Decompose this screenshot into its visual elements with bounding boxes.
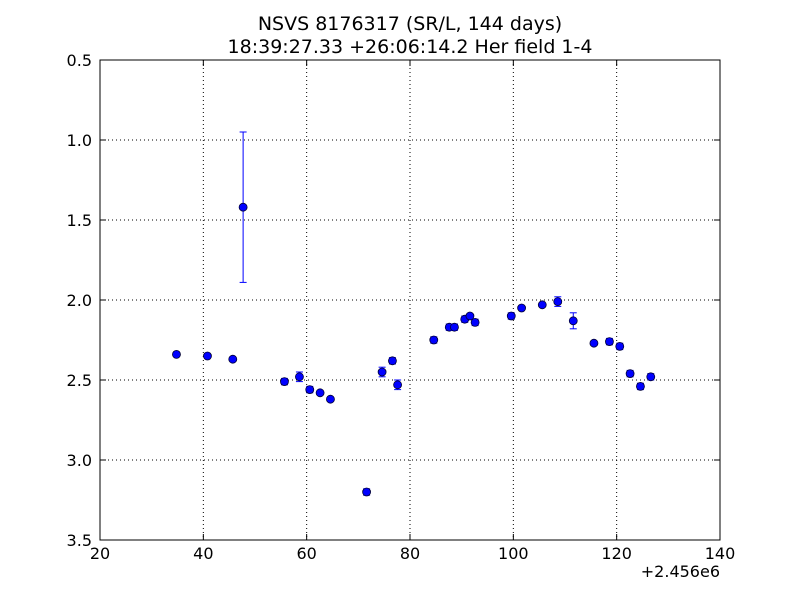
y-tick-label: 1.0 [67, 131, 92, 150]
point-marker [326, 394, 335, 404]
chart-title: NSVS 8176317 (SR/L, 144 days) [258, 13, 562, 35]
data-point [238, 131, 248, 283]
data-point [465, 311, 475, 321]
data-point [280, 377, 289, 387]
y-tick-label: 2.5 [67, 371, 92, 390]
data-point [393, 379, 403, 391]
point-marker [568, 316, 578, 326]
point-marker [295, 372, 304, 382]
point-marker [172, 349, 181, 359]
data-point [450, 322, 459, 332]
point-marker [393, 380, 403, 390]
data-point [506, 311, 516, 321]
x-tick-label: 60 [296, 544, 316, 563]
x-tick-label: 120 [601, 544, 632, 563]
x-tick-label: 80 [400, 544, 420, 563]
point-marker [203, 351, 212, 361]
point-marker [615, 341, 625, 351]
point-marker [238, 202, 248, 212]
grid [100, 60, 720, 540]
data-point [228, 354, 238, 364]
point-marker [280, 377, 289, 387]
point-marker [228, 354, 238, 364]
point-marker [553, 297, 563, 307]
point-marker [377, 367, 387, 377]
point-marker [388, 356, 397, 366]
data-point [362, 487, 372, 497]
point-marker [517, 303, 526, 313]
point-marker [429, 335, 439, 345]
data-point [568, 312, 578, 330]
data-point [172, 349, 181, 359]
data-point [429, 335, 439, 345]
data-point [326, 394, 335, 404]
data-point [315, 388, 325, 398]
x-axis-offset-label: +2.456e6 [641, 562, 720, 581]
point-marker [506, 311, 516, 321]
point-marker [470, 317, 480, 327]
point-marker [605, 337, 614, 347]
chart-subtitle: 18:39:27.33 +26:06:14.2 Her field 1-4 [228, 36, 593, 58]
point-marker [450, 322, 459, 332]
data-point [305, 385, 315, 395]
data-point [537, 300, 547, 310]
x-tick-label: 140 [705, 544, 736, 563]
point-marker [589, 338, 599, 348]
point-marker [362, 487, 372, 497]
x-tick-label: 20 [90, 544, 110, 563]
point-marker [315, 388, 325, 398]
data-point [377, 366, 387, 378]
x-tick-label: 40 [193, 544, 213, 563]
data-points [172, 131, 656, 497]
point-marker [465, 311, 475, 321]
data-point [646, 372, 656, 382]
point-marker [305, 385, 315, 395]
data-point [589, 338, 599, 348]
data-point [625, 369, 635, 379]
data-point [615, 341, 625, 351]
data-point [636, 381, 645, 391]
data-point [553, 296, 563, 307]
point-marker [646, 372, 656, 382]
y-tick-label: 1.5 [67, 211, 92, 230]
y-tick-label: 2.0 [67, 291, 92, 310]
data-point [517, 303, 526, 313]
point-marker [636, 381, 645, 391]
data-point [295, 371, 304, 383]
y-tick-label: 3.0 [67, 451, 92, 470]
data-point [203, 351, 212, 361]
data-point [470, 317, 480, 327]
x-tick-label: 100 [498, 544, 529, 563]
y-tick-label: 0.5 [67, 51, 92, 70]
point-marker [625, 369, 635, 379]
data-point [388, 356, 397, 366]
point-marker [537, 300, 547, 310]
y-tick-label: 3.5 [67, 531, 92, 550]
data-point [605, 337, 614, 347]
axis-ticks: 20 40 60 80 100 120 140 0.5 1.0 1.5 2.0 2.5 3.0 3.5 [67, 51, 736, 563]
